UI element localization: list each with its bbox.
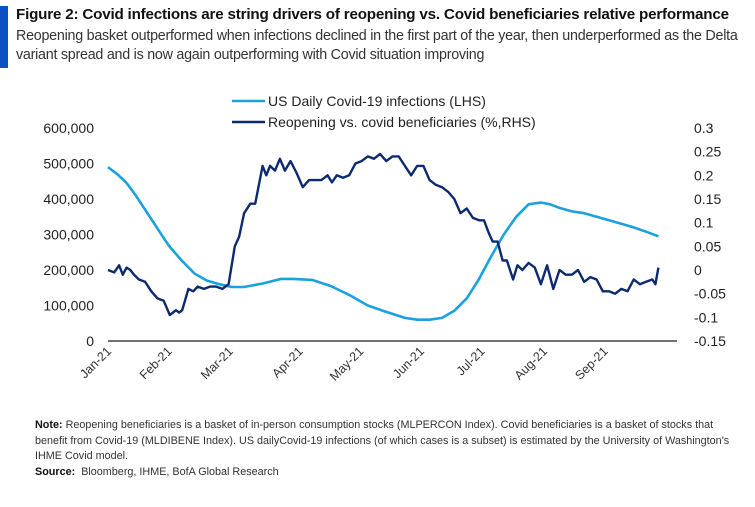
series-group [107,152,660,322]
left-tick-label: 300,000 [43,227,94,243]
title-accent-bar [0,6,8,68]
figure-title: Figure 2: Covid infections are string dr… [16,6,729,23]
note-paragraph: Note: Reopening beneficiaries is a baske… [35,418,735,449]
note-text-continued: IHME Covid model. [35,450,129,462]
left-tick-label: 0 [86,333,94,349]
right-axis: -0.15 -0.1 -0.05 0 0.05 0.1 0.15 0.2 0.25 0.3 [694,120,726,349]
x-tick-label: Aug-21 [512,344,550,382]
right-tick-label: 0.05 [694,238,721,254]
x-tick-label: Apr-21 [269,344,305,380]
left-tick-label: 100,000 [43,298,94,314]
note-label: Note: [35,419,63,431]
note-text: Reopening beneficiaries is a basket of i… [35,419,730,447]
x-tick-label: Jun-21 [390,344,427,381]
source-line: Source: Bloomberg, IHME, BofA Global Res… [35,465,735,481]
series-line-infections [107,166,659,322]
figure-subtitle: Reopening basket outperformed when infec… [16,28,738,63]
x-tick-label: Sep-21 [572,344,610,382]
left-tick-label: 600,000 [43,120,94,136]
legend: US Daily Covid-19 infections (LHS) Reope… [232,93,536,130]
x-tick-label: Mar-21 [198,344,236,382]
right-tick-label: -0.05 [694,286,726,302]
right-tick-label: 0.2 [694,167,714,183]
source-text: Bloomberg, IHME, BofA Global Research [75,465,279,478]
right-tick-label: 0 [694,262,702,278]
right-tick-label: 0.25 [694,144,721,160]
right-tick-label: -0.15 [694,333,726,349]
right-tick-label: -0.1 [694,309,718,325]
x-tick-label: Jul-21 [454,344,488,378]
x-tick-label: May-21 [327,344,366,383]
right-tick-label: 0.3 [694,120,714,136]
left-tick-label: 500,000 [43,156,94,172]
chart: US Daily Covid-19 infections (LHS) Reope… [43,93,726,384]
legend-label-infections: US Daily Covid-19 infections (LHS) [268,93,486,109]
x-tick-label: Feb-21 [137,344,175,382]
left-axis: 0 100,000 200,000 300,000 400,000 500,000 600,… [43,120,94,349]
x-axis: Jan-21 Feb-21 Mar-21 Apr-21 May-21 Jun-21 Jul-… [77,344,611,383]
left-tick-label: 400,000 [43,191,94,207]
legend-label-reopening: Reopening vs. covid beneficiaries (%,RHS… [268,114,536,130]
right-tick-label: 0.15 [694,191,721,207]
series-line-reopening [107,152,660,317]
right-tick-label: 0.1 [694,215,714,231]
chart-notes: Note: Reopening beneficiaries is a baske… [35,418,735,480]
source-label: Source: [35,465,76,478]
left-tick-label: 200,000 [43,262,94,278]
x-tick-label: Jan-21 [77,344,114,381]
